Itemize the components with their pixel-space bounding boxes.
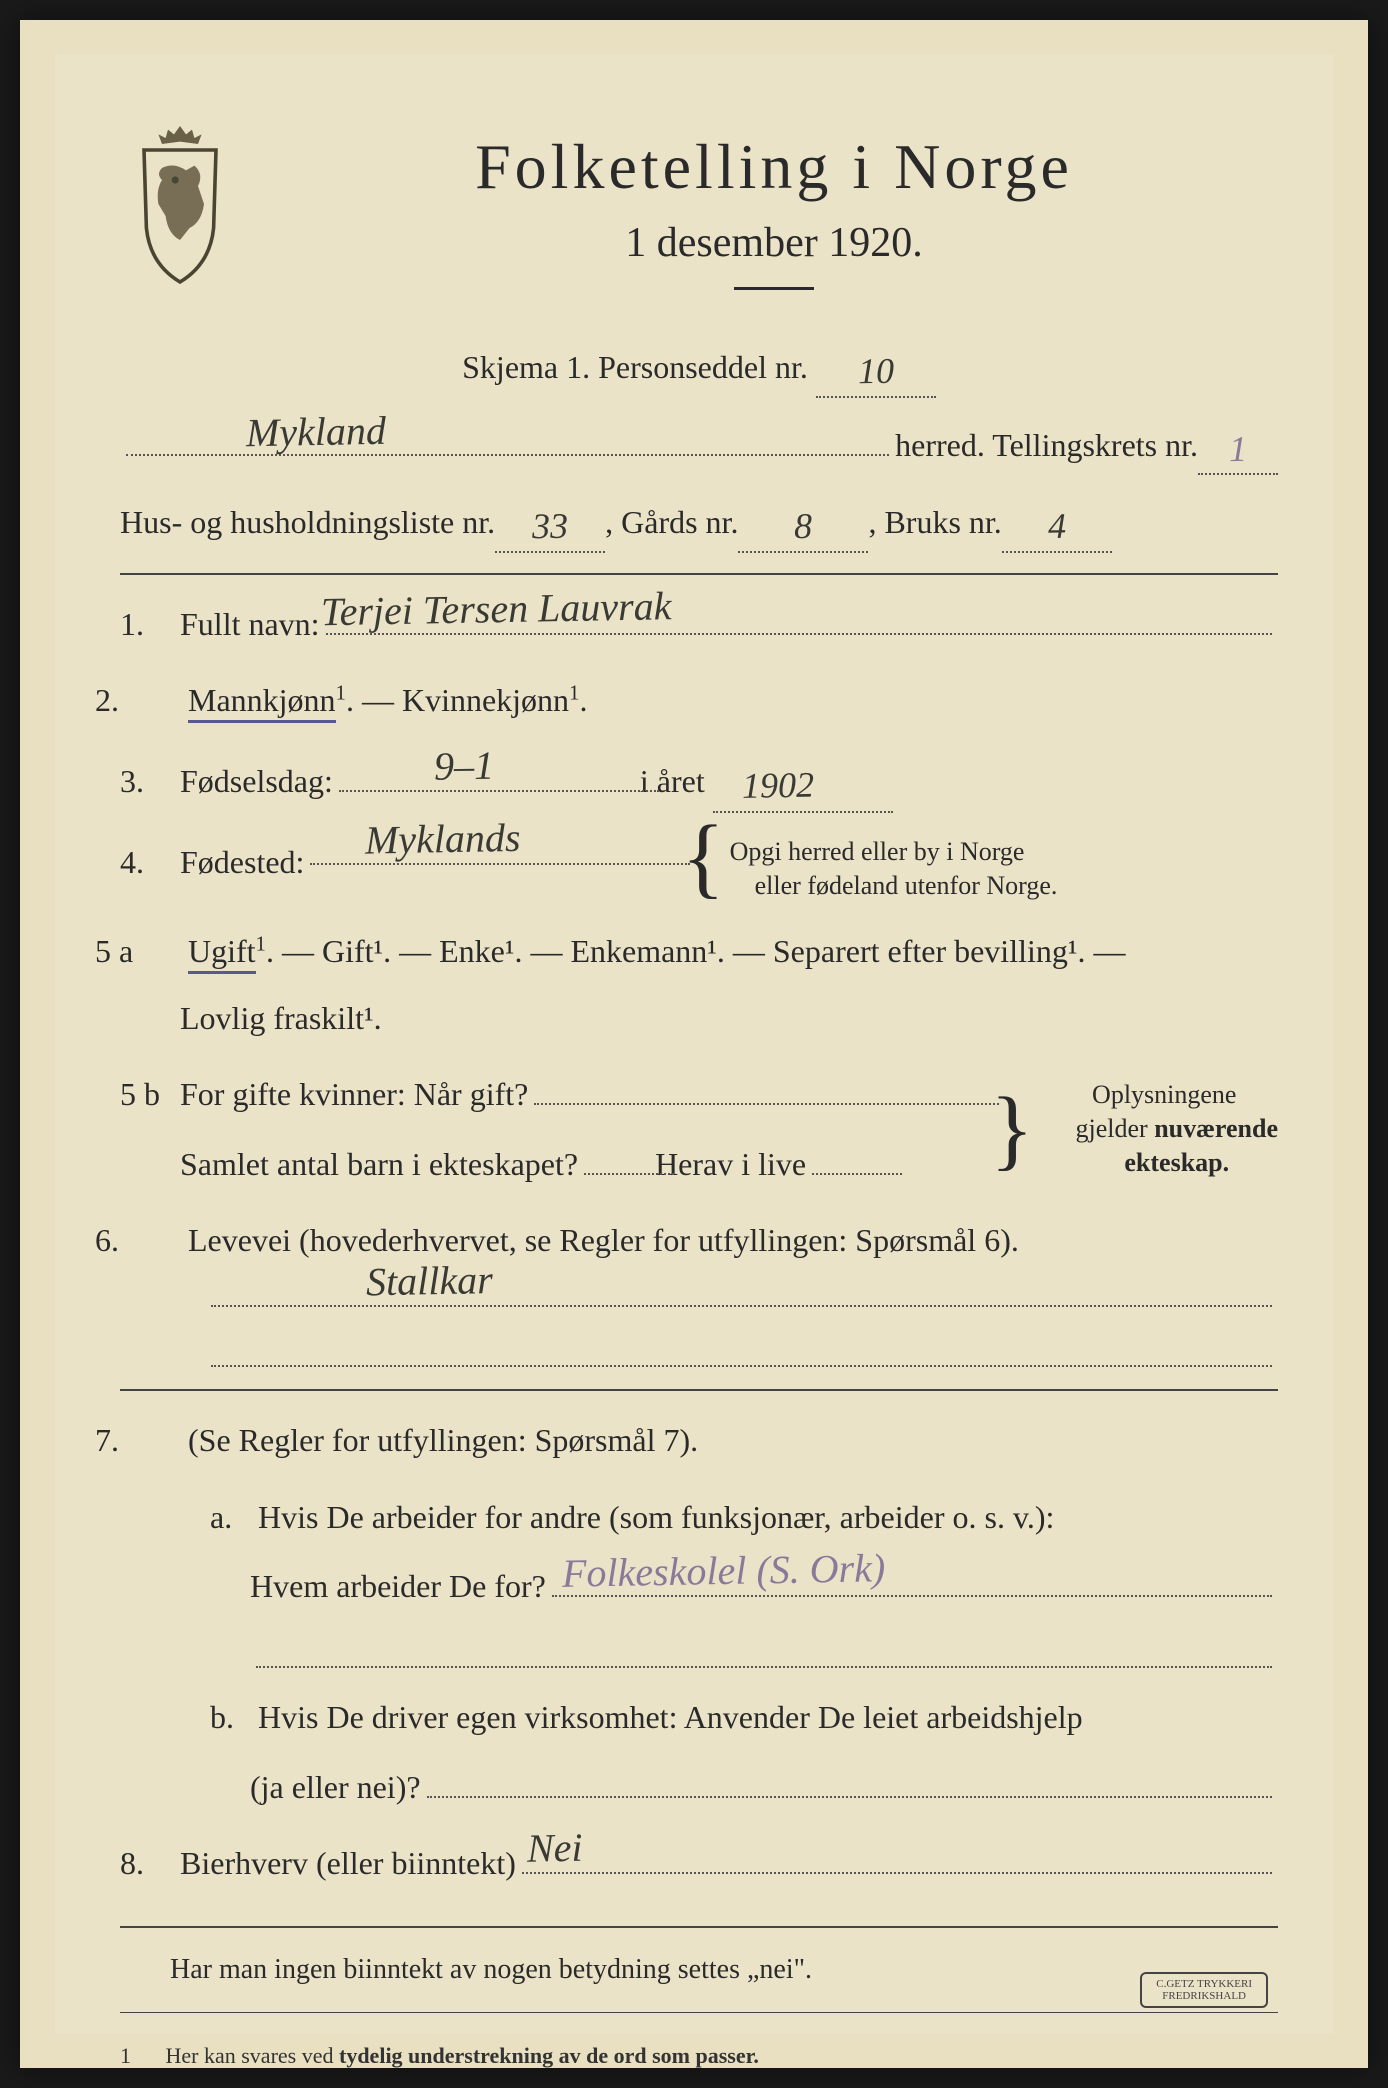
birthplace: Myklands	[390, 804, 522, 874]
marital-selected: Ugift	[188, 933, 256, 974]
question-5b: 5 b For gifte kvinner: Når gift? Samlet …	[120, 1067, 1278, 1191]
skjema-label: Skjema 1. Personseddel nr.	[462, 349, 808, 385]
document-page: Folketelling i Norge 1 desember 1920. Sk…	[20, 20, 1368, 2068]
question-1: 1. Fullt navn: Terjei Tersen Lauvrak	[120, 597, 1278, 651]
secondary-occupation: Nei	[551, 1814, 583, 1883]
gards-nr: 8	[794, 498, 813, 556]
q4-note: Opgi herred eller by i Norge eller fødel…	[755, 835, 1058, 903]
brace-icon: {	[706, 835, 724, 880]
header: Folketelling i Norge 1 desember 1920.	[120, 100, 1278, 320]
bruks-label: , Bruks nr.	[868, 497, 1001, 548]
birth-year: 1902	[766, 754, 814, 816]
separator	[120, 1389, 1278, 1391]
question-4: 4. Fødested: Myklands { Opgi herred elle…	[120, 835, 1278, 903]
question-8: 8. Bierhverv (eller biinntekt) Nei	[120, 1836, 1278, 1890]
separator	[120, 1926, 1278, 1928]
question-2: 2. Mannkjønn1. — Kvinnekjønn1.	[120, 673, 1278, 727]
personseddel-nr: 10	[857, 343, 894, 401]
employer: Folkeskolel (S. Ork)	[561, 1534, 885, 1608]
sub-title: 1 desember 1920.	[270, 219, 1278, 267]
bruks-nr: 4	[1047, 498, 1066, 556]
herred-name: Mykland	[245, 398, 386, 464]
hus-nr: 33	[532, 498, 569, 556]
question-5a: 5 a Ugift1. — Gift¹. — Enke¹. — Enkemann…	[120, 924, 1278, 1045]
coat-of-arms-icon	[120, 120, 240, 280]
title-divider	[734, 287, 814, 290]
herred-label: herred. Tellingskrets nr.	[895, 420, 1198, 471]
brace-icon: }	[1015, 1107, 1033, 1152]
separator	[120, 573, 1278, 575]
tellingskrets-nr: 1	[1228, 420, 1247, 478]
question-6: 6. Levevei (hovederhvervet, se Regler fo…	[120, 1213, 1278, 1367]
gender-selected: Mannkjønn	[188, 682, 336, 723]
footnote: 1 Her kan svares ved tydelig understrekn…	[120, 2043, 1278, 2069]
question-7b: b. Hvis De driver egen virksomhet: Anven…	[120, 1690, 1278, 1814]
gards-label: , Gårds nr.	[605, 497, 738, 548]
question-7a: a. Hvis De arbeider for andre (som funks…	[120, 1490, 1278, 1669]
separator	[120, 2012, 1278, 2013]
birth-day: 9–1	[458, 731, 494, 800]
occupation: Stallkar	[390, 1246, 493, 1316]
title-block: Folketelling i Norge 1 desember 1920.	[270, 100, 1278, 320]
form-id-line: Skjema 1. Personseddel nr. 10	[120, 338, 1278, 398]
question-3: 3. Fødselsdag: 9–1 i året 1902	[120, 750, 1278, 813]
question-7: 7. (Se Regler for utfyllingen: Spørsmål …	[120, 1413, 1278, 1467]
main-title: Folketelling i Norge	[270, 130, 1278, 204]
hus-label: Hus- og husholdningsliste nr.	[120, 497, 495, 548]
herred-line: Mykland herred. Tellingskrets nr. 1	[120, 416, 1278, 476]
hus-line: Hus- og husholdningsliste nr. 33 , Gårds…	[120, 493, 1278, 553]
footer-note: Har man ingen biinntekt av nogen betydni…	[120, 1948, 1278, 1993]
full-name: Terjei Tersen Lauvrak	[345, 572, 672, 646]
q5b-note: Oplysningene gjelder nuværende ekteskap.	[1064, 1078, 1278, 1179]
